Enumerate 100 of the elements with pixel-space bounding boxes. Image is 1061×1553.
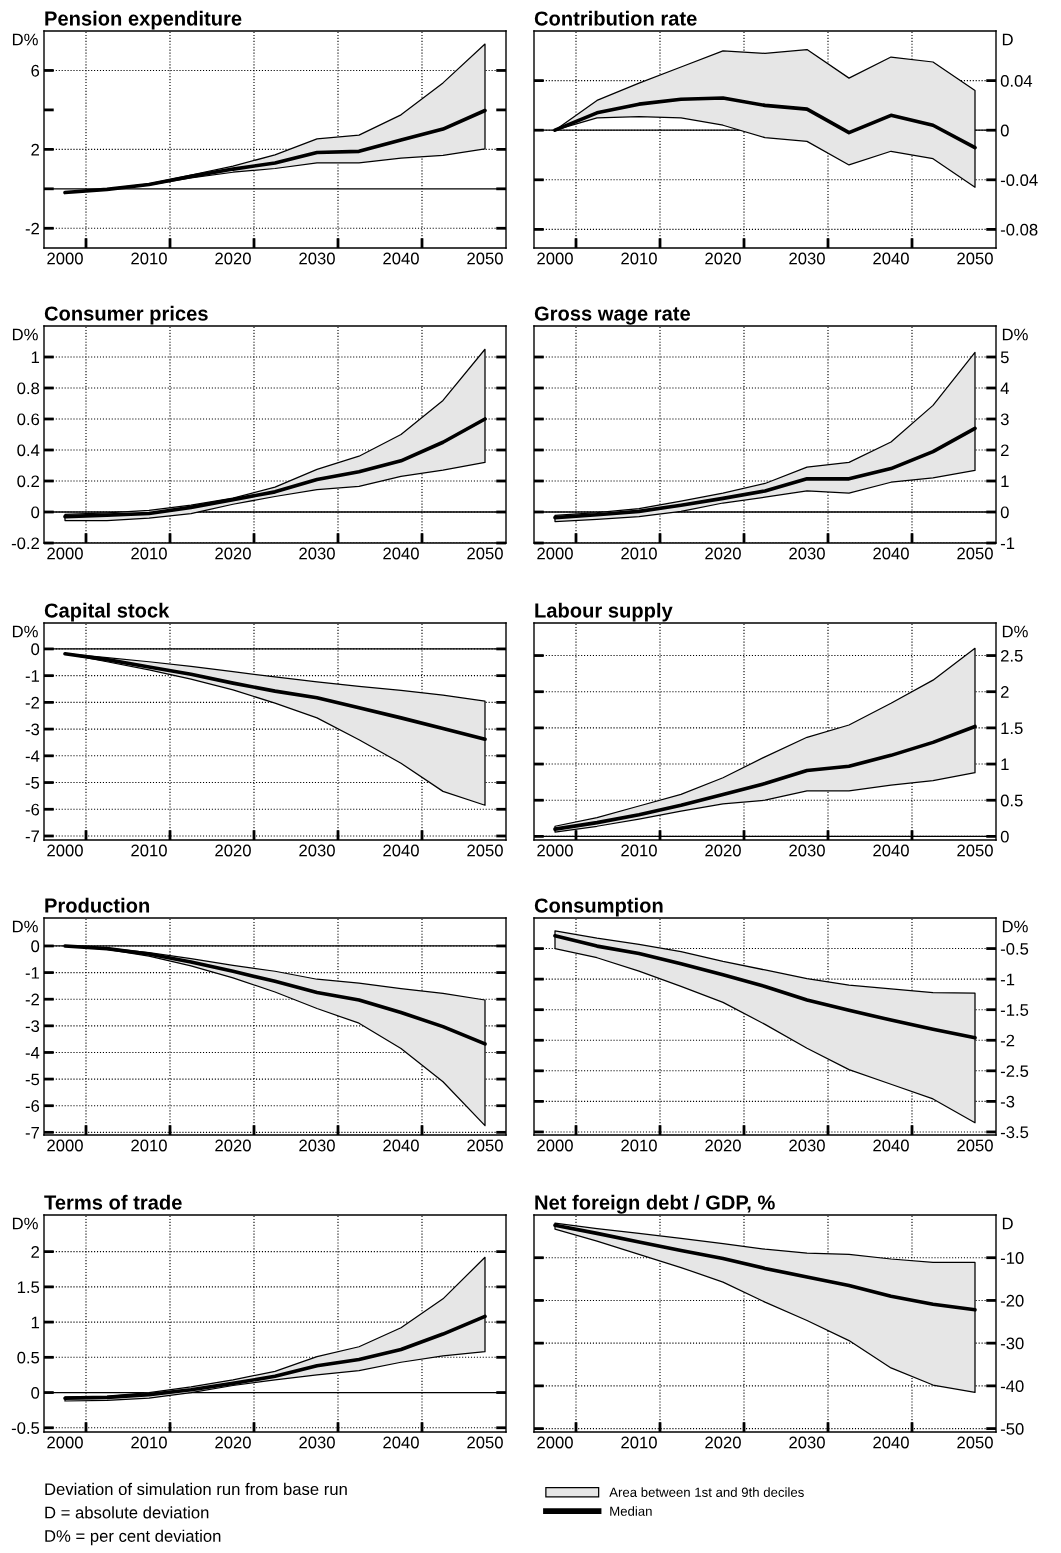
y-tick-label: -1 bbox=[25, 967, 40, 979]
x-tick-label: 2020 bbox=[705, 1139, 741, 1152]
x-tick-label: 2030 bbox=[789, 1139, 825, 1152]
y-tick-label: 1 bbox=[31, 1316, 40, 1329]
x-tick-label: 2020 bbox=[705, 547, 741, 560]
y-tick-label: -7 bbox=[25, 1126, 39, 1139]
y2-tick-label: 5 bbox=[1000, 351, 1009, 364]
y2-tick-label: 1 bbox=[1001, 758, 1009, 771]
text: Deviation of simulation run from base run bbox=[45, 1482, 347, 1496]
x-tick-label: 2020 bbox=[215, 547, 251, 560]
chart-title: Pension expenditure bbox=[45, 10, 242, 30]
y2-tick-label: -0.04 bbox=[1000, 174, 1038, 186]
y-axis-title: D% bbox=[12, 328, 38, 341]
y-tick-label: -4 bbox=[25, 750, 40, 762]
x-tick-label: 2050 bbox=[467, 844, 503, 857]
x-tick-label: 2040 bbox=[383, 252, 419, 265]
chart-title: Contribution rate bbox=[534, 10, 697, 26]
y2-tick-label: -1 bbox=[1000, 537, 1015, 550]
x-tick-label: 2030 bbox=[299, 1139, 335, 1152]
x-tick-label: 2010 bbox=[131, 1436, 167, 1449]
x-tick-label: 2040 bbox=[383, 1139, 419, 1152]
y-tick-label: -2 bbox=[25, 696, 39, 709]
x-tick-label: 2000 bbox=[537, 844, 573, 857]
x-tick-label: 2030 bbox=[299, 1436, 335, 1449]
y-tick-label: -3 bbox=[25, 1020, 40, 1033]
y-tick-label: -6 bbox=[25, 803, 40, 816]
y-tick-label: 0.5 bbox=[17, 1351, 40, 1364]
y-tick-label: 0 bbox=[31, 1386, 40, 1399]
x-tick-label: 2000 bbox=[537, 1436, 573, 1449]
x-tick-label: 2040 bbox=[873, 252, 909, 265]
y-tick-label: -5 bbox=[25, 777, 40, 789]
y-tick-label: 0.4 bbox=[17, 444, 40, 457]
x-tick-label: 2010 bbox=[131, 1139, 167, 1152]
y2-tick-label: 0.5 bbox=[1000, 794, 1023, 807]
x-tick-label: 2040 bbox=[383, 547, 419, 560]
x-tick-label: 2030 bbox=[789, 547, 825, 560]
y2-tick-label: -10 bbox=[1000, 1252, 1024, 1264]
x-tick-label: 2040 bbox=[383, 1436, 419, 1449]
x-tick-label: 2020 bbox=[215, 844, 251, 857]
x-tick-label: 2050 bbox=[467, 547, 503, 560]
text: D% = per cent deviation bbox=[45, 1529, 221, 1546]
y-tick-label: 0 bbox=[31, 643, 40, 656]
y-tick-label: 0 bbox=[31, 506, 40, 519]
y-axis-title: D% bbox=[12, 33, 38, 46]
y2-tick-label: -3.5 bbox=[1000, 1126, 1029, 1139]
text: Area between 1st and 9th deciles bbox=[609, 1487, 804, 1497]
x-tick-label: 2030 bbox=[789, 252, 825, 265]
x-tick-label: 2010 bbox=[621, 252, 657, 265]
x-tick-label: 2050 bbox=[957, 1139, 993, 1152]
x-tick-label: 2000 bbox=[47, 1139, 83, 1152]
y-tick-label: -7 bbox=[25, 830, 39, 843]
y2-tick-label: 3 bbox=[1000, 413, 1009, 426]
y-axis-title: D% bbox=[12, 625, 38, 638]
x-tick-label: 2040 bbox=[383, 844, 419, 857]
y-tick-label: -0.2 bbox=[11, 537, 39, 550]
chart-title: Net foreign debt / GDP, % bbox=[535, 1194, 775, 1214]
x-tick-label: 2010 bbox=[131, 547, 167, 560]
chart-title: Gross wage rate bbox=[534, 306, 691, 325]
y2-tick-label: -0.08 bbox=[1000, 223, 1038, 236]
x-tick-label: 2010 bbox=[621, 547, 657, 560]
x-tick-label: 2020 bbox=[215, 1139, 251, 1152]
y2-axis-title: D bbox=[1002, 33, 1013, 46]
y-tick-label: 0.2 bbox=[17, 475, 39, 488]
y-tick-label: -4 bbox=[25, 1047, 40, 1059]
x-tick-label: 2020 bbox=[215, 1436, 251, 1449]
x-tick-label: 2010 bbox=[621, 1436, 657, 1449]
y-tick-label: -2 bbox=[25, 993, 39, 1006]
chart-title: Consumer prices bbox=[44, 305, 208, 325]
y-tick-label: 0.8 bbox=[17, 382, 40, 395]
x-tick-label: 2010 bbox=[621, 1139, 657, 1152]
y2-tick-label: 4 bbox=[1000, 382, 1009, 395]
y-tick-label: 0.6 bbox=[17, 413, 40, 426]
chart-title: Terms of trade bbox=[44, 1194, 182, 1210]
y2-tick-label: 2 bbox=[1001, 444, 1009, 457]
x-tick-label: 2040 bbox=[873, 547, 909, 560]
x-tick-label: 2030 bbox=[299, 547, 335, 560]
x-tick-label: 2030 bbox=[299, 844, 335, 857]
y2-axis-title: D% bbox=[1002, 625, 1028, 638]
x-tick-label: 2000 bbox=[537, 547, 573, 560]
y-tick-label: 1.5 bbox=[17, 1281, 40, 1294]
y2-tick-label: 0.04 bbox=[1000, 75, 1033, 87]
x-tick-label: 2050 bbox=[957, 1436, 993, 1449]
x-tick-label: 2050 bbox=[467, 252, 503, 265]
y-axis-title: D% bbox=[12, 920, 38, 933]
x-tick-label: 2000 bbox=[47, 844, 83, 857]
y-tick-label: 0 bbox=[31, 940, 40, 953]
y2-axis-title: D bbox=[1002, 1217, 1013, 1230]
y-tick-label: 2 bbox=[31, 1246, 39, 1258]
x-tick-label: 2030 bbox=[299, 252, 335, 265]
y2-tick-label: -1.5 bbox=[1000, 1004, 1029, 1016]
y-tick-label: -5 bbox=[25, 1073, 40, 1086]
y-tick-label: -2 bbox=[25, 222, 39, 235]
x-tick-label: 2040 bbox=[873, 1139, 909, 1152]
y2-tick-label: -30 bbox=[1000, 1337, 1024, 1350]
x-tick-label: 2010 bbox=[131, 844, 167, 857]
x-tick-label: 2000 bbox=[47, 547, 83, 560]
x-tick-label: 2030 bbox=[789, 844, 825, 857]
y-tick-label: -0.5 bbox=[11, 1422, 40, 1434]
y2-tick-label: -3 bbox=[1000, 1095, 1015, 1108]
chart-title: Capital stock bbox=[44, 602, 170, 622]
